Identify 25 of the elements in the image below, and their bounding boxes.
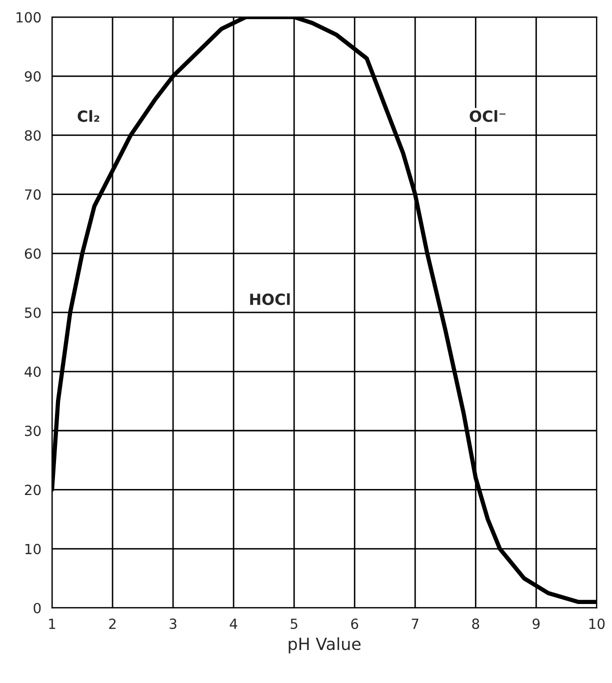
x-tick-label: 8 <box>472 618 480 630</box>
y-tick-label: 60 <box>24 248 41 259</box>
y-tick-label: 90 <box>24 71 41 82</box>
x-axis-title: pH Value <box>288 637 361 654</box>
x-tick-label: 1 <box>49 618 56 629</box>
y-tick-label: 10 <box>25 544 41 554</box>
x-tick-label: 4 <box>230 618 238 629</box>
x-tick-label: 6 <box>351 618 358 630</box>
y-tick-label: 0 <box>34 602 41 614</box>
x-tick-label: 7 <box>412 618 418 629</box>
y-tick-label: 80 <box>24 130 41 141</box>
x-tick-label: 5 <box>290 618 298 630</box>
y-tick-label: 30 <box>24 426 41 436</box>
y-tick-label: 70 <box>25 189 41 200</box>
annotation: OCl⁻ <box>470 110 506 122</box>
x-tick-label: 9 <box>532 618 540 630</box>
x-tick-label: 2 <box>109 618 116 629</box>
annotation: HOCl <box>250 293 290 306</box>
y-tick-label: 50 <box>25 307 41 318</box>
y-tick-label: 100 <box>16 12 41 23</box>
annotation: Cl₂ <box>78 110 100 122</box>
x-tick-label: 3 <box>170 618 176 630</box>
y-tick-label: 20 <box>24 484 41 496</box>
x-tick-label: 10 <box>589 618 605 630</box>
y-tick-label: 40 <box>24 366 41 378</box>
